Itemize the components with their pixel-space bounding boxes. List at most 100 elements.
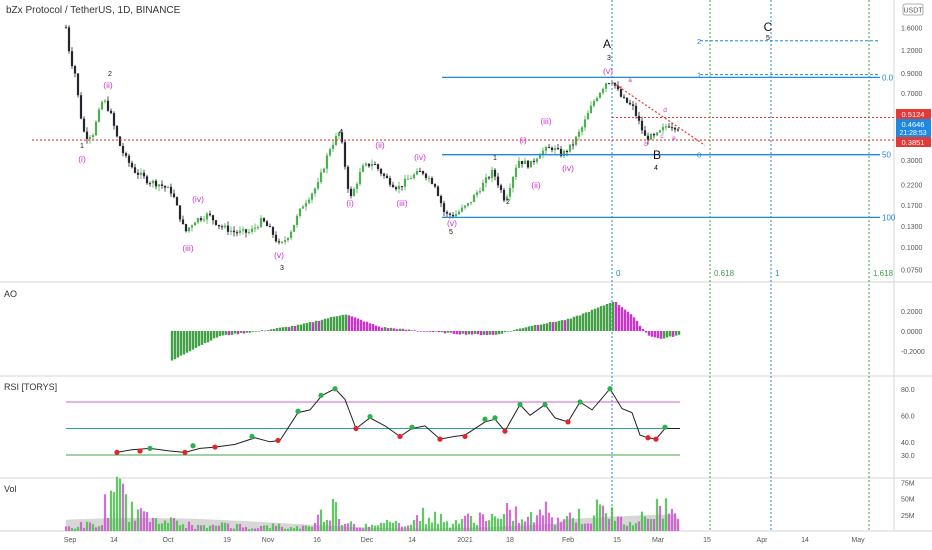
candle-body [466, 203, 470, 206]
ao-bar [437, 331, 441, 333]
candle-body [256, 227, 260, 229]
volume-bar [241, 527, 245, 531]
ao-bar [548, 321, 552, 331]
volume-bar [316, 514, 320, 531]
ao-bar [485, 331, 489, 336]
ao-bar [239, 331, 243, 333]
candle-body [607, 83, 611, 85]
volume-bar [91, 524, 95, 531]
volume-bar [352, 523, 356, 531]
volume-bar [583, 523, 587, 531]
candle-body [151, 180, 155, 184]
ao-bar [380, 327, 384, 331]
wave-label-small: b [644, 141, 648, 148]
volume-bar [349, 521, 353, 531]
ao-bar [200, 331, 204, 345]
candle-body [280, 241, 284, 243]
ao-bar [389, 327, 393, 331]
volume-bar [565, 515, 569, 531]
candle-body [631, 104, 635, 106]
ao-bar [671, 331, 675, 337]
ao-bar [449, 331, 453, 333]
volume-bar [262, 525, 266, 531]
volume-bar [97, 526, 101, 531]
volume-bar [205, 527, 209, 531]
candle-body [310, 193, 314, 200]
candle-body [430, 178, 434, 184]
ao-bar [665, 331, 669, 338]
candle-body [301, 206, 305, 209]
ao-axis-label: 0.0000 [901, 329, 923, 336]
volume-bar [391, 522, 395, 531]
volume-bar [430, 522, 434, 531]
volume-bar [610, 507, 614, 531]
candle-body [484, 177, 488, 183]
volume-bar [502, 513, 506, 531]
volume-bar [526, 516, 530, 531]
candle-body [340, 132, 344, 143]
volume-bar [217, 525, 221, 531]
ao-bar [551, 322, 555, 331]
candle-body [82, 118, 86, 132]
volume-bar [160, 523, 164, 531]
candle-body [385, 175, 389, 179]
ao-bar [245, 331, 249, 333]
candle-body [415, 170, 419, 175]
wave-label: 1 [80, 143, 84, 150]
ao-bar [248, 331, 252, 333]
candle-body [676, 129, 680, 131]
price-tag-low: 0.3851 [896, 137, 931, 147]
volume-bar [637, 521, 641, 531]
volume-bar [238, 524, 242, 531]
wave-label-pink: (v) [274, 250, 284, 260]
ao-bar [596, 307, 600, 331]
candle-body [604, 83, 608, 89]
candle-body [565, 150, 569, 152]
volume-bar [247, 529, 251, 531]
volume-bar [487, 520, 491, 531]
volume-bar [310, 526, 314, 531]
ao-bar [473, 331, 477, 334]
ao-bar [620, 307, 624, 331]
volume-bar [553, 524, 557, 531]
time-axis-label: Sep [64, 537, 77, 544]
ao-bar [341, 314, 345, 331]
ao-bar [242, 331, 246, 334]
volume-bar [556, 517, 560, 531]
volume-bar [559, 522, 563, 531]
volume-bar [457, 523, 461, 531]
currency-badge[interactable]: USDT [902, 3, 924, 16]
ao-bar [482, 331, 486, 335]
ao-bar [371, 324, 375, 331]
rsi-axis-label: 60.0 [901, 413, 915, 420]
volume-bar [259, 526, 263, 531]
ao-bar [458, 331, 462, 335]
ao-bar [539, 324, 543, 331]
volume-bar [640, 511, 644, 531]
candle-body [580, 127, 584, 132]
volume-bar [379, 522, 383, 531]
time-axis-label: 16 [313, 537, 321, 544]
ao-bar [299, 324, 303, 331]
candle-body [103, 100, 107, 102]
volume-bar [103, 494, 107, 531]
volume-bar [424, 524, 428, 531]
candle-body [670, 127, 674, 129]
candle-body [391, 184, 395, 188]
candle-body [460, 207, 464, 212]
ao-bar [215, 331, 219, 338]
candle-body [139, 172, 143, 175]
ao-bar [413, 330, 417, 331]
ao-bar [557, 320, 561, 331]
ao-bar [323, 318, 327, 331]
ao-bar [377, 326, 381, 331]
volume-bar [94, 527, 98, 531]
time-axis-label: 18 [506, 537, 514, 544]
volume-bar [178, 525, 182, 531]
candle-body [127, 155, 131, 163]
candle-body [106, 100, 110, 111]
time-axis-label: 14 [408, 537, 416, 544]
volume-bar [88, 522, 92, 531]
candle-body [112, 113, 116, 126]
candle-body [496, 176, 500, 186]
